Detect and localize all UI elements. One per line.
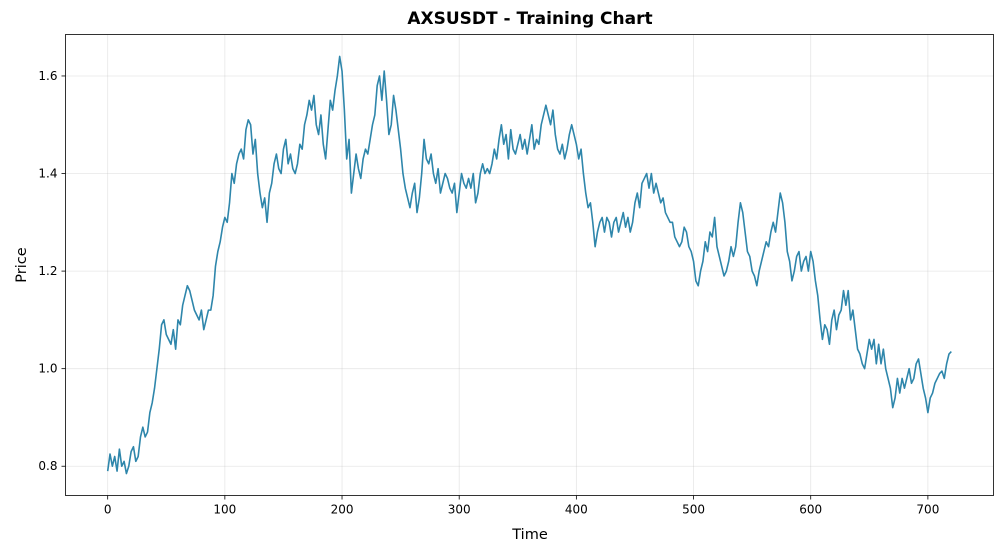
x-tick-label: 300 [448,503,471,517]
y-tick-label: 1.4 [38,167,57,181]
ticks-layer: 0 100 200 300 400 500 600 700 0.8 1.0 1.2 1.4 1.6 [38,69,939,517]
price-series-line [106,55,952,475]
chart-title: AXSUSDT - Training Chart [407,9,652,29]
x-tick-label: 100 [213,503,236,517]
x-axis-label: Time [511,527,548,543]
y-tick-label: 1.6 [38,69,57,83]
x-tick-label: 500 [682,503,705,517]
plot-frame [65,34,994,496]
x-tick-label: 700 [916,503,939,517]
x-tick-label: 400 [565,503,588,517]
y-tick-label: 1.0 [38,362,57,376]
x-tick-label: 0 [104,503,112,517]
x-tick-label: 600 [799,503,822,517]
y-tick-label: 1.2 [38,264,57,278]
y-axis-label: Price [14,247,30,282]
series-layer [106,55,952,475]
x-tick-label: 200 [331,503,354,517]
y-tick-label: 0.8 [38,459,57,473]
